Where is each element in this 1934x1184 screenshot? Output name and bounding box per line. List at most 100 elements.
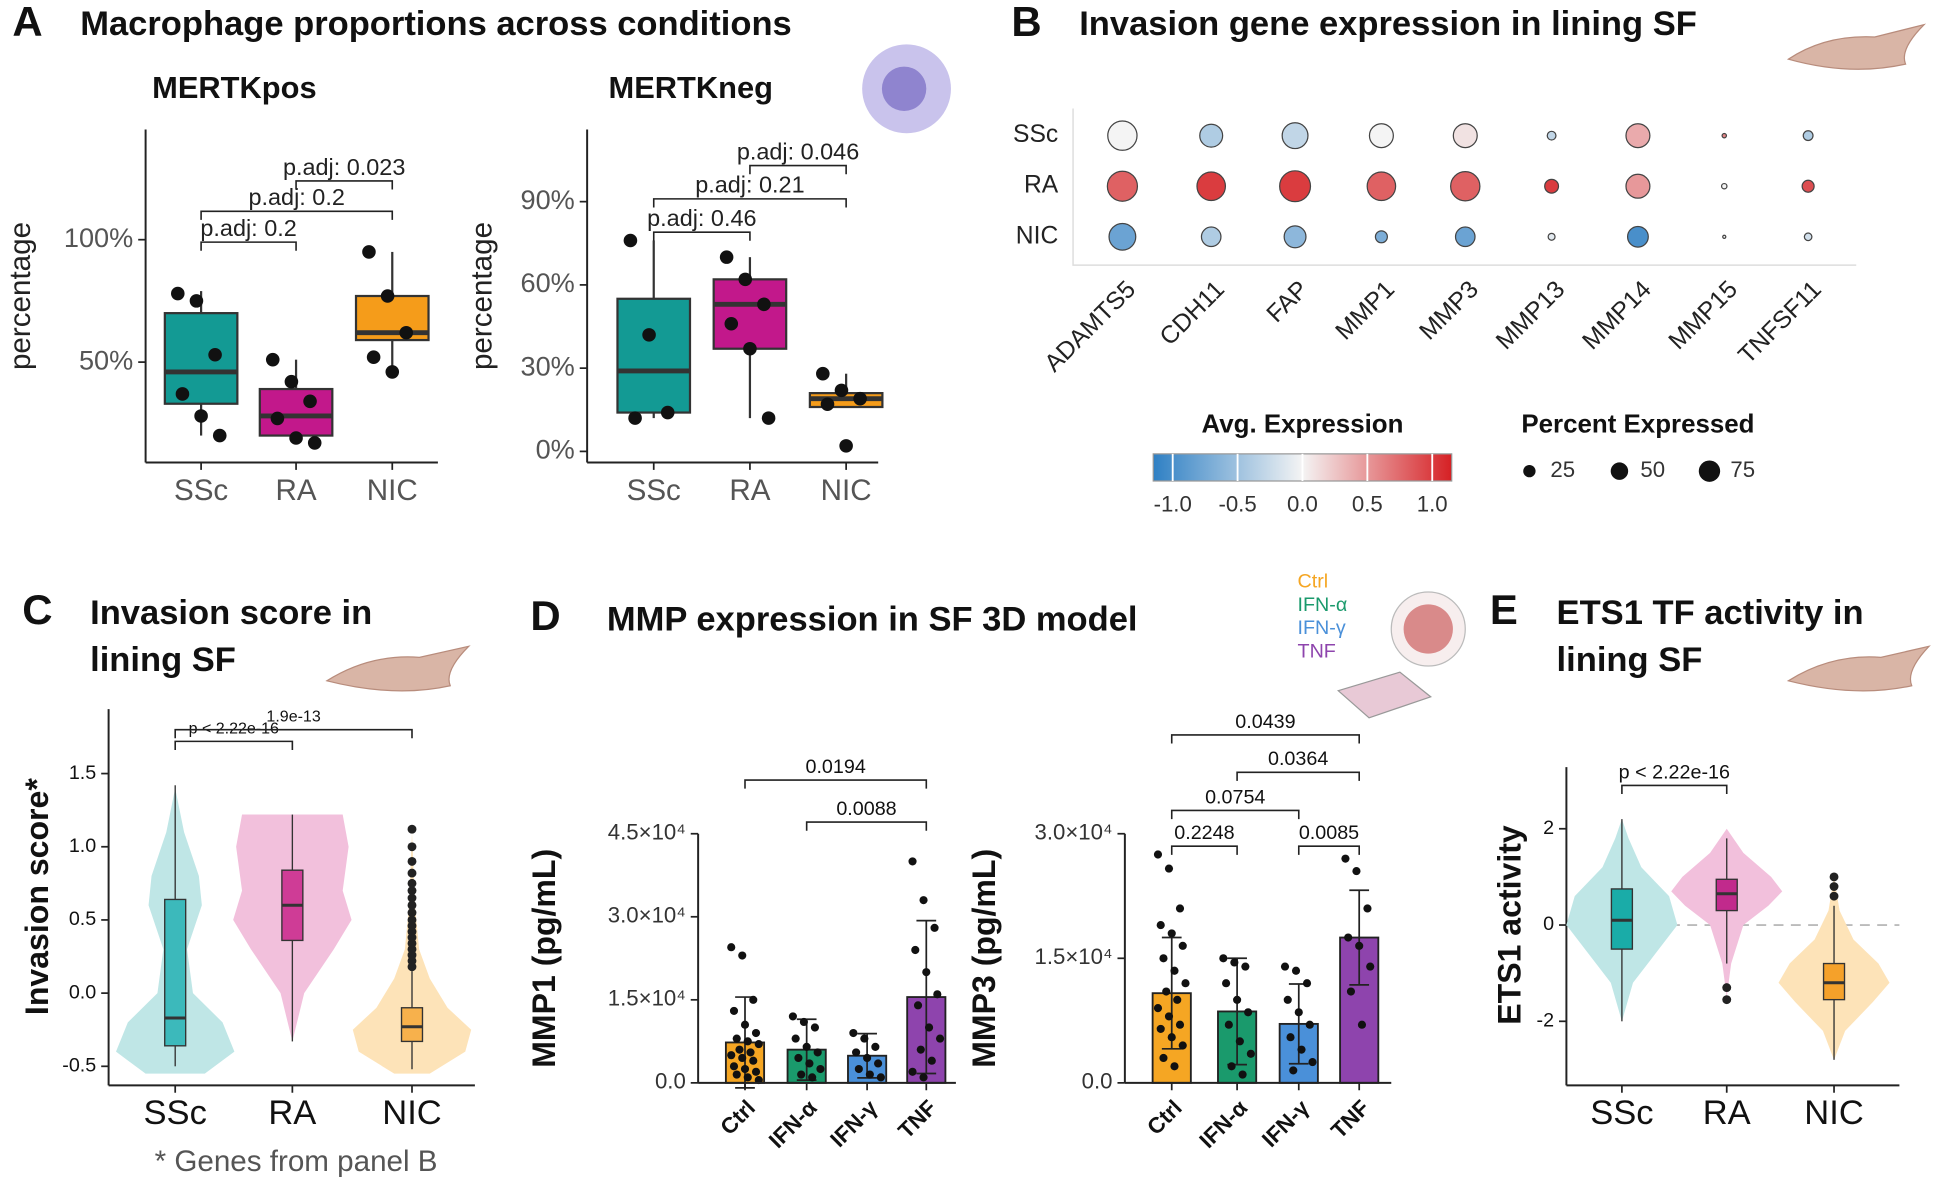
data-point <box>808 1073 817 1082</box>
data-point <box>813 1048 822 1057</box>
data-point <box>1355 941 1364 950</box>
dot <box>1374 230 1388 244</box>
dot <box>1199 123 1224 148</box>
data-point <box>1227 1062 1236 1071</box>
y-axis-label: percentage <box>465 222 498 370</box>
data-point <box>876 1073 885 1082</box>
significance-label: 1.9e-13 <box>266 708 320 726</box>
significance-bracket <box>744 779 928 789</box>
y-tick-label: 1.5 <box>69 762 96 784</box>
data-point <box>1167 1033 1176 1042</box>
significance-bracket <box>749 164 847 175</box>
box <box>400 1007 424 1043</box>
data-point <box>399 325 414 340</box>
data-point <box>1233 995 1242 1004</box>
x-tick-label: RA <box>268 1094 316 1132</box>
y-tick-label: 3.0×10⁴ <box>608 903 686 928</box>
note: * Genes from panel B <box>155 1145 438 1178</box>
outlier <box>407 915 417 925</box>
data-point <box>794 1053 803 1063</box>
data-point <box>751 1067 761 1076</box>
data-point <box>738 1053 747 1063</box>
outlier <box>407 886 417 896</box>
outlier <box>1829 891 1839 901</box>
y-tick-label: RA <box>1024 172 1059 199</box>
data-point <box>738 951 747 960</box>
outlier <box>407 900 417 910</box>
data-point <box>874 1059 883 1068</box>
data-point <box>751 1028 761 1038</box>
dot <box>1546 130 1557 141</box>
data-point <box>1305 1020 1314 1029</box>
data-point <box>810 1023 819 1032</box>
x-tick-label: SSc <box>144 1094 207 1132</box>
data-point <box>908 857 917 866</box>
outlier <box>407 878 417 888</box>
data-point <box>1170 1062 1179 1071</box>
panel-title: Invasion gene expression in lining SF <box>1079 5 1697 43</box>
y-tick-label: 2 <box>1543 817 1554 839</box>
data-point <box>732 1070 741 1079</box>
x-tick-label: RA <box>276 474 317 507</box>
dot <box>1368 123 1394 149</box>
data-point <box>642 328 656 342</box>
data-point <box>1170 966 1179 975</box>
data-point <box>1167 929 1176 938</box>
significance-label: 0.0085 <box>1299 822 1359 844</box>
legend-entry: IFN-α <box>1298 594 1348 616</box>
data-point <box>1156 921 1165 930</box>
colorbar-tick-label: 1.0 <box>1417 492 1448 517</box>
colorbar-title: Avg. Expression <box>1202 410 1404 438</box>
error-bar <box>916 919 937 1075</box>
data-point <box>757 297 771 312</box>
data-point <box>729 1006 739 1015</box>
y-tick-label: 100% <box>64 222 133 253</box>
data-point <box>799 1017 808 1027</box>
y-tick-label: 0.0 <box>655 1069 686 1094</box>
colorbar-tick-label: 0.0 <box>1287 492 1318 517</box>
significance-label: p.adj: 0.2 <box>200 215 296 241</box>
data-point <box>1222 979 1231 988</box>
data-point <box>802 1042 811 1051</box>
data-point <box>303 394 317 409</box>
dot <box>1450 170 1481 202</box>
data-point <box>1173 995 1182 1004</box>
y-tick-label: SSc <box>1013 121 1058 148</box>
data-point <box>1159 954 1168 963</box>
data-point <box>1178 1041 1187 1050</box>
panel-letter: C <box>22 586 52 633</box>
significance-bracket <box>1170 734 1361 744</box>
y-tick-label: 0% <box>536 434 575 465</box>
outlier <box>1722 995 1732 1005</box>
dot <box>1283 225 1307 249</box>
y-tick-label: 0 <box>1543 913 1554 935</box>
x-tick-label: NIC <box>821 474 872 507</box>
data-point <box>1352 867 1361 876</box>
dot <box>1626 225 1649 248</box>
outlier <box>1722 983 1732 993</box>
data-point <box>1235 1037 1244 1046</box>
data-point <box>1241 962 1250 971</box>
panel-letter: A <box>12 0 42 45</box>
data-point <box>380 289 395 303</box>
data-point <box>1159 1053 1168 1063</box>
significance-label: p.adj: 0.46 <box>647 205 756 231</box>
macrophage-icon <box>862 44 951 134</box>
colorbar-tick-label: 0.5 <box>1352 492 1383 517</box>
significance-label: 0.2248 <box>1174 822 1234 844</box>
x-tick-label: NIC <box>1804 1094 1863 1132</box>
error-bar <box>1349 889 1370 986</box>
significance-label: 0.0754 <box>1205 786 1265 808</box>
data-point <box>797 1070 806 1079</box>
panel-letter: B <box>1011 0 1041 45</box>
data-point <box>933 990 942 999</box>
data-point <box>924 1023 934 1032</box>
y-axis-label: MMP1 (pg/mL) <box>526 849 562 1068</box>
legend-entry: IFN-γ <box>1298 617 1346 639</box>
data-point <box>1280 962 1290 971</box>
significance-bracket <box>652 198 847 208</box>
data-point <box>816 366 830 381</box>
y-tick-label: 3.0×10⁴ <box>1035 820 1113 845</box>
dot <box>1721 132 1728 139</box>
data-point <box>366 350 381 364</box>
